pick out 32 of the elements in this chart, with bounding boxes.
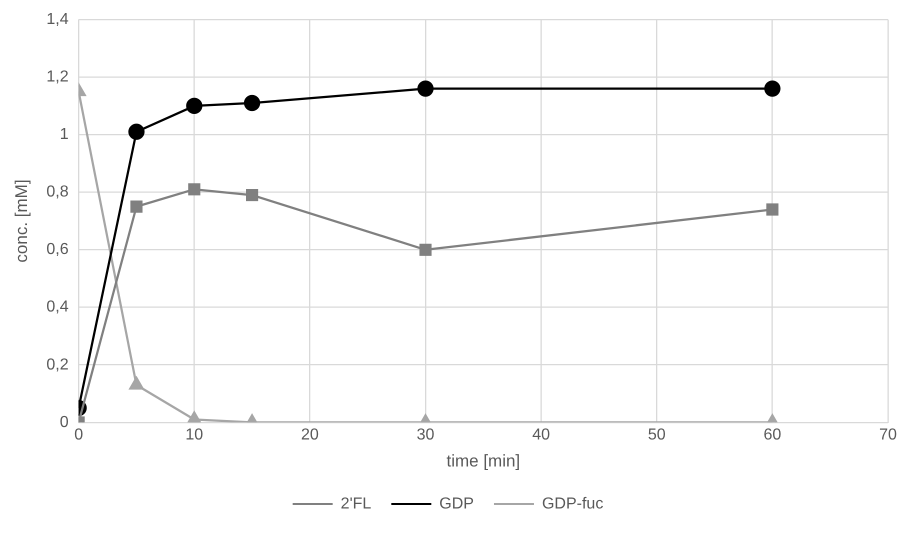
y-tick-label: 0,4 <box>46 298 69 316</box>
legend-label: GDP <box>439 495 474 512</box>
y-axis-title: conc. [mM] <box>12 179 31 263</box>
point <box>130 200 143 213</box>
x-axis-title: time [min] <box>446 451 520 470</box>
y-tick-label: 0,6 <box>46 241 69 258</box>
y-tick-label: 0,8 <box>46 184 69 201</box>
y-tick-label: 0,2 <box>46 356 69 374</box>
x-tick-label: 30 <box>416 426 435 444</box>
point <box>244 94 260 112</box>
y-tick-label: 0 <box>60 414 69 431</box>
point <box>188 183 200 196</box>
legend-label: GDP-fuc <box>542 495 604 512</box>
y-tick-label: 1,4 <box>46 11 69 28</box>
point <box>766 203 778 216</box>
point <box>246 189 258 202</box>
x-tick-label: 10 <box>185 426 204 444</box>
x-tick-label: 60 <box>763 426 782 444</box>
legend-label: 2'FL <box>340 495 372 512</box>
point <box>129 376 144 390</box>
point <box>764 80 781 97</box>
x-tick-label: 20 <box>300 426 319 444</box>
point <box>417 80 434 97</box>
x-tick-label: 50 <box>648 426 666 444</box>
point <box>419 244 432 256</box>
y-tick-label: 1,2 <box>46 68 69 86</box>
x-tick-label: 40 <box>532 426 550 444</box>
x-tick-label: 0 <box>74 426 84 444</box>
x-tick-label: 70 <box>879 426 897 444</box>
point <box>128 124 145 140</box>
point <box>186 98 202 114</box>
y-tick-label: 1 <box>60 126 69 144</box>
